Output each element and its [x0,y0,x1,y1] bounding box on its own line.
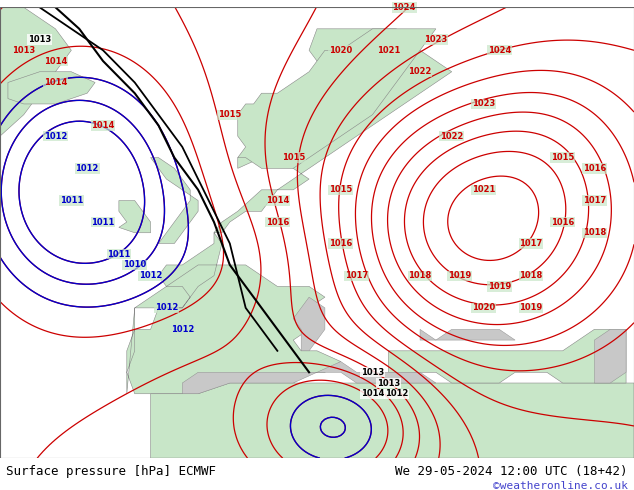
Text: 1022: 1022 [440,132,463,141]
Text: 1012: 1012 [155,303,178,313]
Text: 1010: 1010 [123,261,146,270]
Polygon shape [595,329,626,383]
Text: ©weatheronline.co.uk: ©weatheronline.co.uk [493,481,628,490]
Text: 1011: 1011 [60,196,83,205]
Polygon shape [8,72,95,104]
Text: 1019: 1019 [488,282,511,291]
Text: 1015: 1015 [218,110,242,119]
Text: 1017: 1017 [345,271,368,280]
Text: 1022: 1022 [408,67,432,76]
Text: 1018: 1018 [519,271,543,280]
Polygon shape [150,158,198,244]
Text: 1018: 1018 [583,228,606,237]
Text: 1016: 1016 [266,218,289,226]
Text: 1023: 1023 [472,99,495,108]
Text: 1013: 1013 [28,35,51,44]
Text: 1017: 1017 [519,239,543,248]
Text: 1016: 1016 [329,239,353,248]
Text: 1013: 1013 [377,378,400,388]
Text: 1012: 1012 [171,325,194,334]
Text: 1024: 1024 [392,3,416,12]
Text: 1014: 1014 [361,389,384,398]
Text: 1013: 1013 [361,368,384,377]
Text: 1012: 1012 [44,132,67,141]
Text: 1018: 1018 [408,271,432,280]
Bar [0,7,634,458]
Text: 1014: 1014 [44,78,67,87]
Text: 1016: 1016 [583,164,606,173]
Text: 1012: 1012 [385,389,408,398]
Text: 1011: 1011 [91,218,115,226]
Text: We 29-05-2024 12:00 UTC (18+42): We 29-05-2024 12:00 UTC (18+42) [395,465,628,478]
Text: 1023: 1023 [424,35,448,44]
Text: 1012: 1012 [139,271,162,280]
Text: 1016: 1016 [551,218,574,226]
Text: 1020: 1020 [472,303,495,313]
Text: 1015: 1015 [551,153,574,162]
Text: 1014: 1014 [266,196,289,205]
Text: 1014: 1014 [91,121,115,130]
Text: 1020: 1020 [329,46,353,55]
Polygon shape [420,329,515,340]
Text: 1015: 1015 [281,153,305,162]
Polygon shape [119,200,150,233]
Polygon shape [388,329,626,383]
Text: 1012: 1012 [75,164,99,173]
Text: 1021: 1021 [472,185,495,195]
Text: 1019: 1019 [519,303,543,313]
Text: 1015: 1015 [329,185,353,195]
Text: 1017: 1017 [583,196,606,205]
Polygon shape [238,29,436,169]
Polygon shape [127,29,451,394]
Text: 1024: 1024 [488,46,511,55]
Polygon shape [150,383,634,458]
Text: 1011: 1011 [107,250,131,259]
Text: 1013: 1013 [12,46,36,55]
Text: 1021: 1021 [377,46,400,55]
Polygon shape [0,7,71,136]
Polygon shape [183,362,436,394]
Text: 1019: 1019 [448,271,471,280]
Text: Surface pressure [hPa] ECMWF: Surface pressure [hPa] ECMWF [6,465,216,478]
Text: 1014: 1014 [44,56,67,66]
Polygon shape [293,297,325,351]
